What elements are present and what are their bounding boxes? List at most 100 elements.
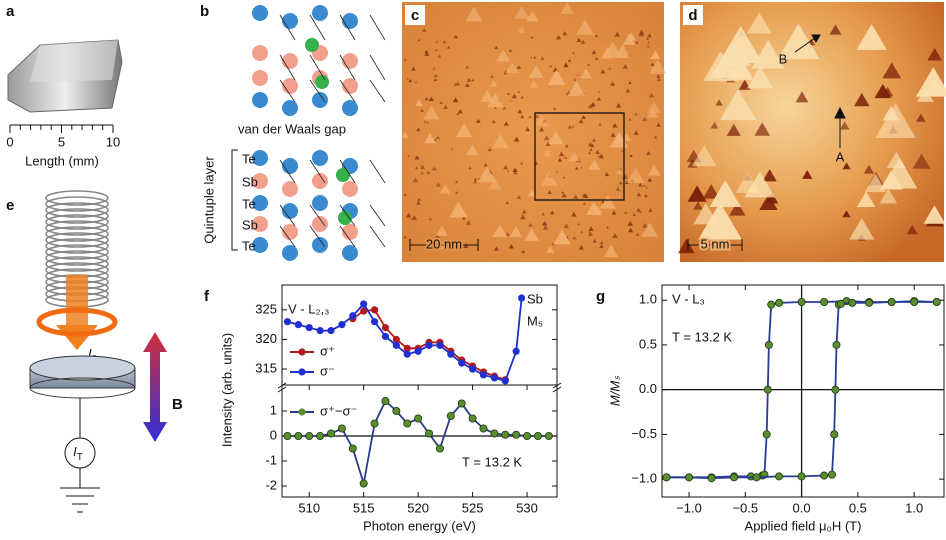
charts: 315 320 325 Intensity (arb. units) σ⁺ σ⁻ V - L… (219, 284, 945, 533)
defect (424, 49, 429, 54)
annotation: M₅ (527, 313, 543, 328)
defect (578, 245, 584, 250)
defect (915, 67, 946, 97)
defect (874, 83, 892, 99)
defect (622, 64, 628, 69)
defect (646, 44, 650, 48)
defect (754, 122, 771, 136)
defect (428, 96, 434, 102)
defect (588, 159, 601, 170)
defect (599, 240, 604, 245)
atom (312, 5, 328, 21)
defect (646, 151, 651, 155)
defect (856, 191, 876, 207)
defect (555, 170, 559, 173)
defect (590, 143, 595, 148)
defect (563, 155, 568, 159)
atom (312, 195, 328, 211)
defect (471, 78, 475, 82)
defect (654, 135, 658, 139)
defect (698, 202, 742, 240)
bond (309, 79, 326, 103)
annotation: T = 13.2 K (672, 329, 732, 344)
atom (282, 203, 298, 219)
crystal-face (30, 40, 118, 82)
defect (777, 23, 820, 60)
ground (60, 468, 100, 513)
defect (466, 77, 472, 82)
marker (752, 473, 761, 482)
field-label: B (172, 396, 183, 413)
defect (632, 213, 636, 217)
defect (414, 155, 420, 160)
marker (865, 298, 874, 307)
marker (730, 473, 739, 482)
defect (439, 184, 451, 194)
defect (649, 59, 667, 74)
y-tick-label: 0.0 (639, 381, 657, 396)
defect (525, 10, 539, 22)
atom (312, 92, 328, 108)
defect (627, 220, 634, 226)
y-tick-label: 325 (255, 301, 277, 316)
panel-label: a (6, 3, 15, 20)
label-box (683, 5, 703, 25)
defect (439, 100, 444, 105)
defect (474, 178, 477, 181)
defect (455, 35, 458, 39)
defect (691, 145, 717, 167)
x-axis-label: Photon energy (eV) (363, 518, 476, 533)
defect (513, 170, 518, 175)
x-tick-label: 0.5 (849, 500, 867, 515)
defect (572, 235, 577, 240)
text: I (88, 346, 92, 361)
defect (916, 113, 926, 122)
defect (635, 40, 639, 44)
marker (392, 406, 401, 415)
scale-bar: 0 5 10 (6, 124, 120, 149)
panel-label: b (200, 3, 209, 20)
defect (604, 172, 610, 177)
defect (746, 12, 772, 34)
defect (424, 96, 429, 101)
defect (524, 228, 539, 241)
defect (434, 138, 437, 141)
defect (406, 77, 409, 80)
defect (718, 25, 763, 63)
defect (598, 122, 602, 126)
x-tick-label: 510 (298, 500, 320, 515)
bond (369, 79, 386, 103)
marker (767, 300, 776, 309)
defect (489, 74, 495, 78)
defect (411, 66, 416, 71)
atom (252, 237, 268, 253)
marker (305, 431, 314, 440)
scale-label: Length (mm) (25, 153, 99, 168)
defect (463, 243, 469, 249)
marker (763, 385, 772, 394)
marker (403, 419, 412, 428)
bond (309, 54, 326, 81)
defect (646, 107, 659, 118)
defect (487, 92, 504, 108)
coil-turn (45, 238, 109, 254)
defect (802, 170, 813, 179)
legend-marker (298, 408, 306, 416)
defect (465, 6, 483, 22)
atom (252, 173, 268, 189)
marker-label: A (836, 149, 845, 164)
marker (392, 341, 400, 349)
marker (435, 444, 444, 453)
x-tick-label: 0.0 (793, 500, 811, 515)
defect (612, 122, 618, 128)
annotation: V - L₃ (672, 291, 705, 306)
defect (521, 209, 527, 214)
defect (594, 57, 599, 60)
marker (479, 371, 488, 379)
marker (414, 347, 422, 355)
defect (525, 126, 531, 132)
defect (541, 212, 546, 216)
defect (517, 90, 521, 93)
marker (831, 385, 840, 394)
defect (506, 92, 511, 96)
